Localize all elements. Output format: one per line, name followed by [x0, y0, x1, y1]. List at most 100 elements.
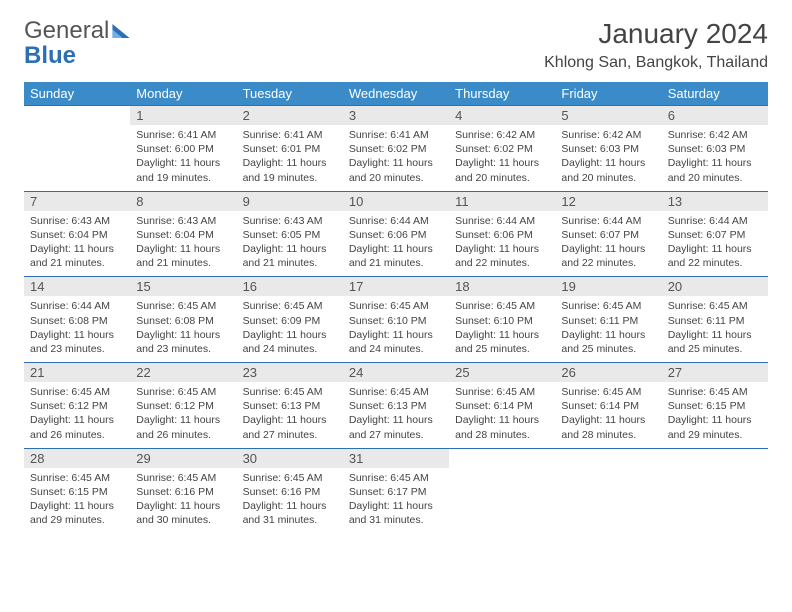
- day-number: 18: [449, 277, 555, 297]
- daylight-text-2: and 23 minutes.: [30, 342, 124, 356]
- daylight-text-2: and 20 minutes.: [349, 171, 443, 185]
- day-cell: Sunrise: 6:42 AMSunset: 6:02 PMDaylight:…: [449, 125, 555, 191]
- daylight-text-2: and 19 minutes.: [243, 171, 337, 185]
- day-number: 15: [130, 277, 236, 297]
- daylight-text-1: Daylight: 11 hours: [243, 156, 337, 170]
- daylight-text-2: and 28 minutes.: [561, 428, 655, 442]
- daylight-text-1: Daylight: 11 hours: [30, 413, 124, 427]
- day-cell: Sunrise: 6:44 AMSunset: 6:07 PMDaylight:…: [662, 211, 768, 277]
- day-cell: Sunrise: 6:45 AMSunset: 6:10 PMDaylight:…: [449, 296, 555, 362]
- day-number: 30: [237, 448, 343, 468]
- day-number: 23: [237, 363, 343, 383]
- daylight-text-1: Daylight: 11 hours: [30, 328, 124, 342]
- day-cell: Sunrise: 6:44 AMSunset: 6:06 PMDaylight:…: [449, 211, 555, 277]
- day-number: 31: [343, 448, 449, 468]
- day-cell: Sunrise: 6:45 AMSunset: 6:15 PMDaylight:…: [24, 468, 130, 534]
- day-cell: Sunrise: 6:45 AMSunset: 6:14 PMDaylight:…: [449, 382, 555, 448]
- sunset-text: Sunset: 6:15 PM: [30, 485, 124, 499]
- sunset-text: Sunset: 6:17 PM: [349, 485, 443, 499]
- day-number: 21: [24, 363, 130, 383]
- daynum-row: 14151617181920: [24, 277, 768, 297]
- daylight-text-2: and 21 minutes.: [349, 256, 443, 270]
- sunrise-text: Sunrise: 6:45 AM: [30, 471, 124, 485]
- daylight-text-1: Daylight: 11 hours: [136, 328, 230, 342]
- day-cell: Sunrise: 6:41 AMSunset: 6:00 PMDaylight:…: [130, 125, 236, 191]
- sunset-text: Sunset: 6:01 PM: [243, 142, 337, 156]
- day-cell: [555, 468, 661, 534]
- content-row: Sunrise: 6:41 AMSunset: 6:00 PMDaylight:…: [24, 125, 768, 191]
- sunset-text: Sunset: 6:10 PM: [349, 314, 443, 328]
- day-cell: Sunrise: 6:45 AMSunset: 6:09 PMDaylight:…: [237, 296, 343, 362]
- sunrise-text: Sunrise: 6:43 AM: [243, 214, 337, 228]
- day-cell: Sunrise: 6:44 AMSunset: 6:07 PMDaylight:…: [555, 211, 661, 277]
- daylight-text-2: and 21 minutes.: [30, 256, 124, 270]
- sunrise-text: Sunrise: 6:41 AM: [136, 128, 230, 142]
- sunrise-text: Sunrise: 6:41 AM: [349, 128, 443, 142]
- daylight-text-1: Daylight: 11 hours: [136, 413, 230, 427]
- sunrise-text: Sunrise: 6:44 AM: [30, 299, 124, 313]
- sunset-text: Sunset: 6:07 PM: [561, 228, 655, 242]
- daylight-text-2: and 23 minutes.: [136, 342, 230, 356]
- sunrise-text: Sunrise: 6:45 AM: [455, 385, 549, 399]
- day-number: 5: [555, 106, 661, 126]
- sunset-text: Sunset: 6:03 PM: [561, 142, 655, 156]
- daylight-text-1: Daylight: 11 hours: [136, 242, 230, 256]
- day-cell: Sunrise: 6:41 AMSunset: 6:01 PMDaylight:…: [237, 125, 343, 191]
- day-number: 9: [237, 191, 343, 211]
- day-cell: Sunrise: 6:45 AMSunset: 6:10 PMDaylight:…: [343, 296, 449, 362]
- daylight-text-1: Daylight: 11 hours: [349, 328, 443, 342]
- sunset-text: Sunset: 6:02 PM: [455, 142, 549, 156]
- day-cell: Sunrise: 6:42 AMSunset: 6:03 PMDaylight:…: [555, 125, 661, 191]
- daylight-text-1: Daylight: 11 hours: [561, 242, 655, 256]
- sunrise-text: Sunrise: 6:45 AM: [349, 471, 443, 485]
- daylight-text-2: and 22 minutes.: [668, 256, 762, 270]
- location-label: Khlong San, Bangkok, Thailand: [544, 54, 768, 72]
- sunset-text: Sunset: 6:05 PM: [243, 228, 337, 242]
- daylight-text-2: and 31 minutes.: [349, 513, 443, 527]
- day-number: 8: [130, 191, 236, 211]
- day-number: [555, 448, 661, 468]
- day-number: 7: [24, 191, 130, 211]
- daylight-text-1: Daylight: 11 hours: [243, 328, 337, 342]
- daylight-text-2: and 29 minutes.: [668, 428, 762, 442]
- weekday-header: Thursday: [449, 82, 555, 106]
- sunset-text: Sunset: 6:11 PM: [668, 314, 762, 328]
- daylight-text-2: and 26 minutes.: [30, 428, 124, 442]
- weekday-header: Monday: [130, 82, 236, 106]
- daylight-text-1: Daylight: 11 hours: [668, 413, 762, 427]
- content-row: Sunrise: 6:44 AMSunset: 6:08 PMDaylight:…: [24, 296, 768, 362]
- day-cell: Sunrise: 6:41 AMSunset: 6:02 PMDaylight:…: [343, 125, 449, 191]
- day-cell: Sunrise: 6:43 AMSunset: 6:04 PMDaylight:…: [130, 211, 236, 277]
- sunset-text: Sunset: 6:06 PM: [349, 228, 443, 242]
- day-number: [662, 448, 768, 468]
- sunset-text: Sunset: 6:00 PM: [136, 142, 230, 156]
- day-cell: Sunrise: 6:43 AMSunset: 6:05 PMDaylight:…: [237, 211, 343, 277]
- daylight-text-1: Daylight: 11 hours: [349, 413, 443, 427]
- daylight-text-1: Daylight: 11 hours: [30, 499, 124, 513]
- day-cell: [449, 468, 555, 534]
- sunrise-text: Sunrise: 6:45 AM: [561, 299, 655, 313]
- daylight-text-1: Daylight: 11 hours: [561, 413, 655, 427]
- day-cell: Sunrise: 6:45 AMSunset: 6:14 PMDaylight:…: [555, 382, 661, 448]
- day-cell: Sunrise: 6:45 AMSunset: 6:11 PMDaylight:…: [662, 296, 768, 362]
- sunrise-text: Sunrise: 6:44 AM: [668, 214, 762, 228]
- day-cell: Sunrise: 6:45 AMSunset: 6:15 PMDaylight:…: [662, 382, 768, 448]
- daylight-text-1: Daylight: 11 hours: [455, 413, 549, 427]
- daylight-text-2: and 22 minutes.: [455, 256, 549, 270]
- day-cell: Sunrise: 6:43 AMSunset: 6:04 PMDaylight:…: [24, 211, 130, 277]
- daylight-text-2: and 19 minutes.: [136, 171, 230, 185]
- sunset-text: Sunset: 6:08 PM: [136, 314, 230, 328]
- daylight-text-1: Daylight: 11 hours: [349, 242, 443, 256]
- sunset-text: Sunset: 6:08 PM: [30, 314, 124, 328]
- sunrise-text: Sunrise: 6:45 AM: [349, 299, 443, 313]
- sunset-text: Sunset: 6:09 PM: [243, 314, 337, 328]
- sunset-text: Sunset: 6:11 PM: [561, 314, 655, 328]
- sunset-text: Sunset: 6:15 PM: [668, 399, 762, 413]
- day-number: 27: [662, 363, 768, 383]
- sunrise-text: Sunrise: 6:45 AM: [243, 471, 337, 485]
- daylight-text-2: and 27 minutes.: [349, 428, 443, 442]
- daylight-text-1: Daylight: 11 hours: [455, 328, 549, 342]
- sunset-text: Sunset: 6:12 PM: [136, 399, 230, 413]
- daylight-text-1: Daylight: 11 hours: [561, 328, 655, 342]
- daylight-text-1: Daylight: 11 hours: [136, 156, 230, 170]
